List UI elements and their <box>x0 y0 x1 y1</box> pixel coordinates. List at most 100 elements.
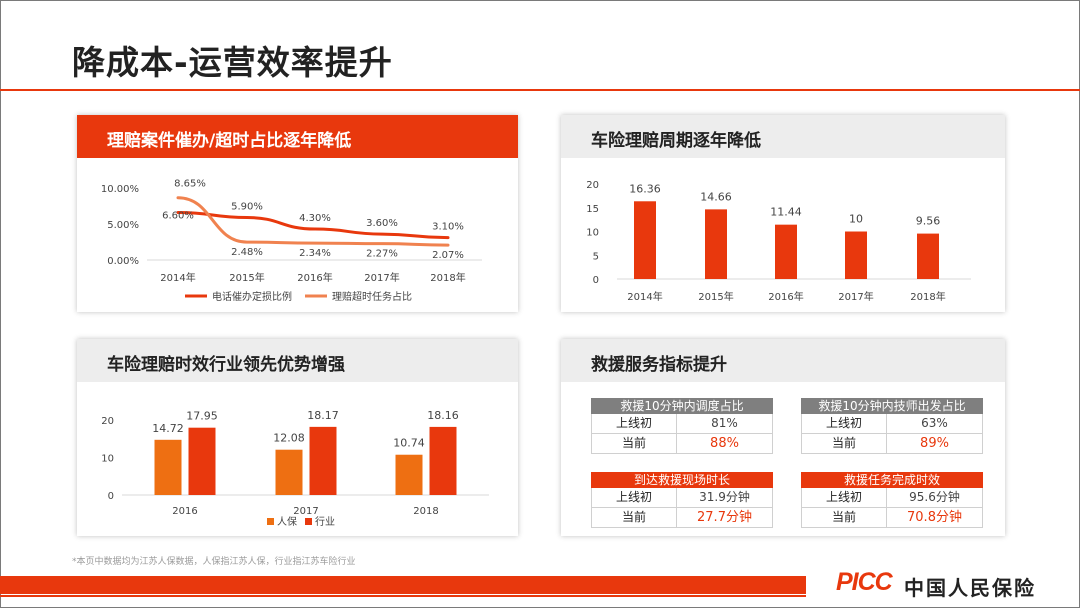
data-label: 3.60% <box>366 218 398 229</box>
company-name: 中国人民保险 <box>904 576 1036 600</box>
data-label: 17.95 <box>186 410 218 423</box>
stat-row-label: 上线初 <box>802 488 887 507</box>
data-label: 12.08 <box>273 432 305 445</box>
data-label: 10 <box>849 213 863 226</box>
y-tick-label: 0 <box>108 491 114 502</box>
data-label: 16.36 <box>629 182 661 195</box>
bar <box>309 426 337 495</box>
legend-label: 人保 <box>277 515 297 528</box>
stat-row: 上线初 95.6分钟 <box>801 488 983 508</box>
stat-row-value: 95.6分钟 <box>909 490 960 504</box>
data-label: 9.56 <box>916 215 941 228</box>
y-tick-label: 15 <box>586 204 599 215</box>
y-tick-label: 10 <box>101 454 114 465</box>
y-tick-label: 0.00% <box>107 256 139 267</box>
x-tick-label: 2018年 <box>430 271 465 284</box>
y-tick-label: 5 <box>593 251 599 262</box>
footnote: *本页中数据均为江苏人保数据，人保指江苏人保，行业指江苏车险行业 <box>72 557 356 567</box>
stat-table-technician: 救援10分钟内技师出发占比 上线初 63% 当前 89% <box>801 398 983 454</box>
data-label: 2.27% <box>366 249 398 260</box>
stat-row: 当前 27.7分钟 <box>591 508 773 528</box>
stat-row-value: 70.8分钟 <box>907 510 962 525</box>
data-label: 8.65% <box>174 179 206 190</box>
industry-compare-bar-chart: 0 10 20 2016 2017 2018 14.72 12.08 10.74 17.95 18.… <box>101 409 489 528</box>
stat-row: 当前 88% <box>591 434 773 454</box>
y-tick-label: 20 <box>586 180 599 191</box>
x-tick-label: 2018 <box>413 506 438 517</box>
stat-row-label: 上线初 <box>802 414 887 433</box>
legend-swatch <box>305 518 312 525</box>
picc-logo: PICC <box>836 568 893 596</box>
y-tick-label: 10.00% <box>101 184 139 195</box>
bar <box>154 439 182 495</box>
stat-row-value: 88% <box>710 436 739 451</box>
card-title: 车险理赔周期逐年降低 <box>591 131 761 151</box>
data-label: 2.07% <box>432 250 464 261</box>
card-header: 救援服务指标提升 <box>561 339 1005 382</box>
stat-row-label: 上线初 <box>592 414 677 433</box>
data-label: 3.10% <box>432 222 464 233</box>
stat-table-title: 救援10分钟内技师出发占比 <box>801 398 983 414</box>
stat-row-label: 上线初 <box>592 488 677 507</box>
y-tick-label: 20 <box>101 416 114 427</box>
stat-row-label: 当前 <box>592 434 677 453</box>
data-label: 14.66 <box>700 190 732 203</box>
card-title: 车险理赔时效行业领先优势增强 <box>107 355 345 375</box>
x-tick-label: 2017年 <box>364 271 399 284</box>
stat-table-title: 救援任务完成时效 <box>801 472 983 488</box>
bar <box>395 454 423 495</box>
footer-line <box>0 595 806 597</box>
x-tick-label: 2017年 <box>838 290 873 303</box>
bar <box>775 224 797 279</box>
stat-row: 当前 89% <box>801 434 983 454</box>
stat-row: 当前 70.8分钟 <box>801 508 983 528</box>
stat-row: 上线初 63% <box>801 414 983 434</box>
stat-row-label: 当前 <box>802 434 887 453</box>
page-title: 降成本-运营效率提升 <box>72 43 393 82</box>
x-tick-label: 2015年 <box>698 290 733 303</box>
y-tick-label: 0 <box>593 275 599 286</box>
stat-table-title: 到达救援现场时长 <box>591 472 773 488</box>
bar <box>188 427 216 495</box>
card-title: 救援服务指标提升 <box>591 355 727 375</box>
data-label: 4.30% <box>299 213 331 224</box>
x-tick-label: 2015年 <box>229 271 264 284</box>
bar <box>845 231 867 279</box>
stat-table-arrival: 到达救援现场时长 上线初 31.9分钟 当前 27.7分钟 <box>591 472 773 528</box>
claim-cycle-bar-chart: 0 5 10 15 20 16.36 2014年 14.66 2015年 11.44 2016年 10… <box>586 180 971 303</box>
stat-row-value: 27.7分钟 <box>697 510 752 525</box>
data-label: 2.48% <box>231 247 263 258</box>
data-label: 14.72 <box>152 422 184 435</box>
data-label: 5.90% <box>231 202 263 213</box>
data-label: 10.74 <box>393 437 425 450</box>
stat-row-label: 当前 <box>592 508 677 527</box>
card-header: 理赔案件催办/超时占比逐年降低 <box>77 115 518 158</box>
y-tick-label: 10 <box>586 228 599 239</box>
legend-label: 理赔超时任务占比 <box>332 290 412 303</box>
footer-band <box>0 576 806 594</box>
x-tick-label: 2016 <box>172 506 197 517</box>
bar <box>634 201 656 279</box>
series-line-2 <box>176 196 450 247</box>
bar <box>429 426 457 495</box>
claim-cycle-card: 车险理赔周期逐年降低 0 5 10 15 20 16.36 2014年 14.66 2015年 1… <box>561 115 1005 312</box>
legend-swatch <box>267 518 274 525</box>
bar <box>275 449 303 495</box>
industry-compare-card: 车险理赔时效行业领先优势增强 0 10 20 2016 2017 2018 14.72 12.… <box>77 339 518 536</box>
data-label: 18.17 <box>307 409 339 422</box>
bar <box>705 209 727 279</box>
bar <box>917 233 939 279</box>
x-tick-label: 2014年 <box>160 271 195 284</box>
card-header: 车险理赔周期逐年降低 <box>561 115 1005 158</box>
rescue-service-card: 救援服务指标提升 救援10分钟内调度占比 上线初 81% 当前 88% 救援10分钟… <box>561 339 1005 536</box>
x-tick-label: 2018年 <box>910 290 945 303</box>
x-tick-label: 2014年 <box>627 290 662 303</box>
card-title: 理赔案件催办/超时占比逐年降低 <box>107 131 352 151</box>
stat-row-value: 63% <box>921 416 948 430</box>
card-header: 车险理赔时效行业领先优势增强 <box>77 339 518 382</box>
stat-row: 上线初 31.9分钟 <box>591 488 773 508</box>
legend-label: 电话催办定损比例 <box>212 290 292 303</box>
data-label: 18.16 <box>427 409 459 422</box>
stat-row-label: 当前 <box>802 508 887 527</box>
series-line-1 <box>176 210 450 240</box>
